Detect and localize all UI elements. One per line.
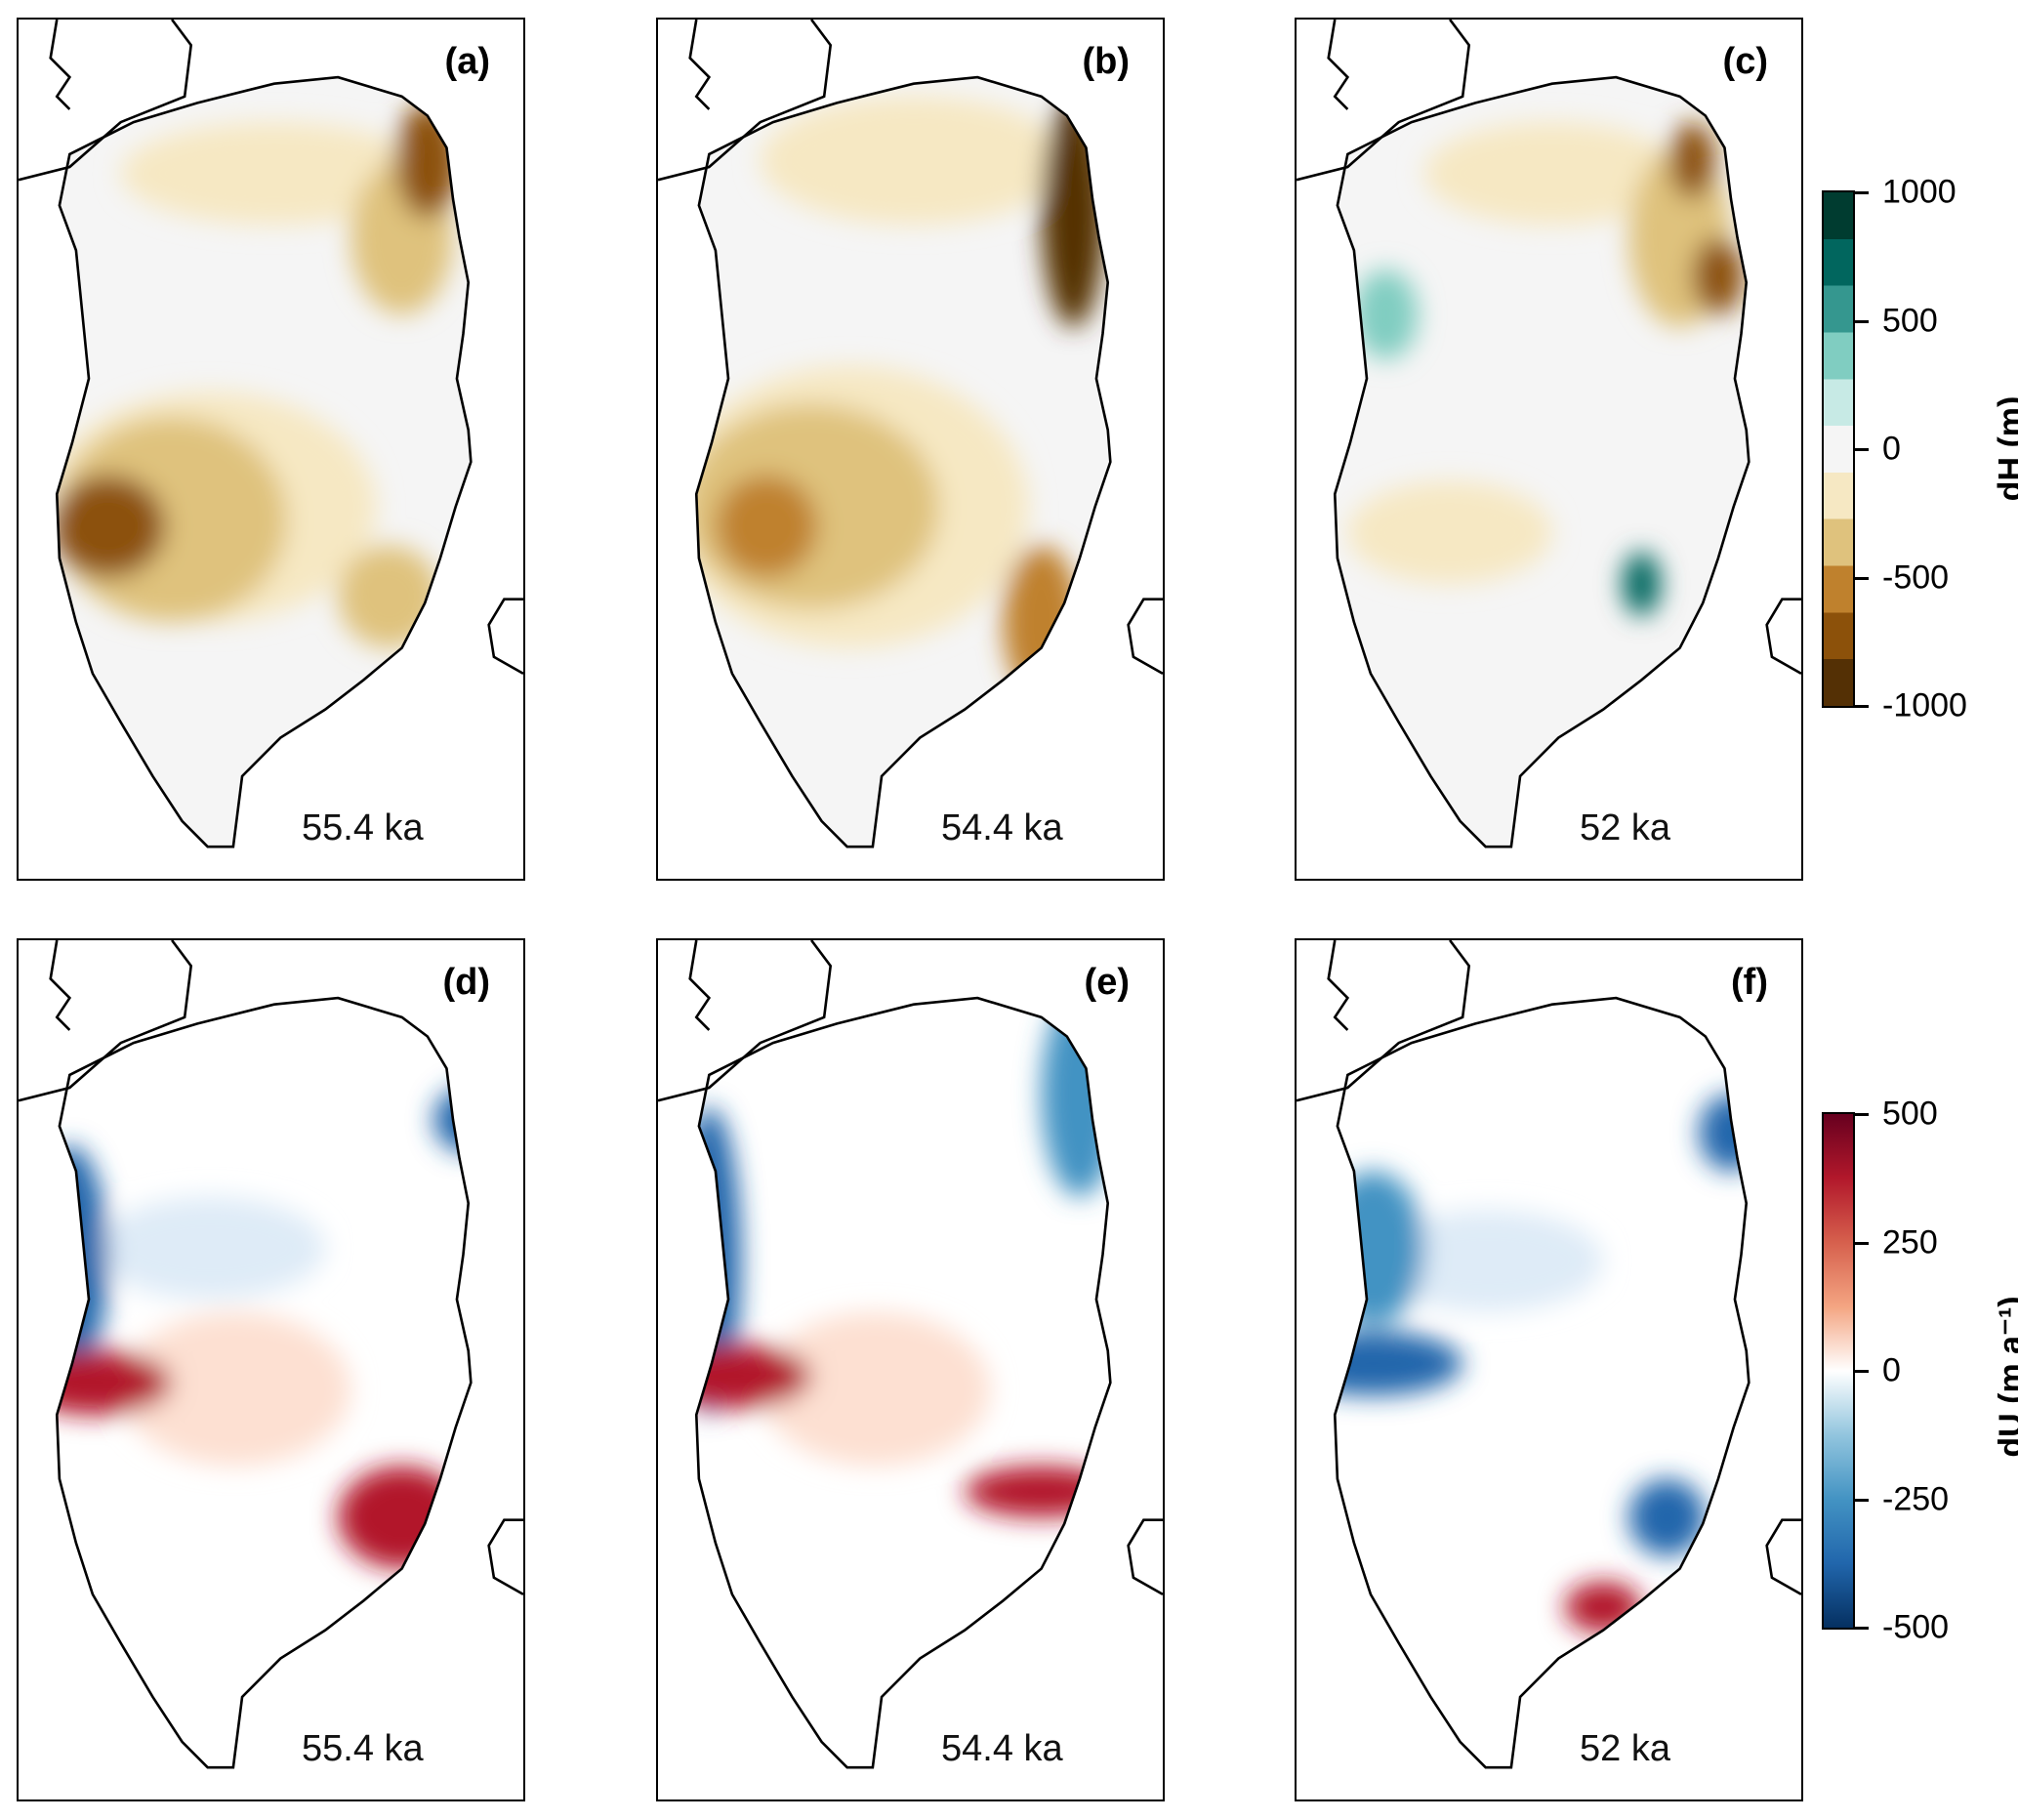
field-anomaly <box>57 1145 108 1377</box>
iceland-coastline <box>1765 1518 1801 1595</box>
greenland-coastline <box>694 75 1112 848</box>
time-label: 52 ka <box>1580 807 1670 848</box>
field-anomaly <box>1628 1478 1706 1556</box>
iceland-coastline <box>1127 598 1163 675</box>
field-anomaly <box>696 1344 812 1409</box>
colorbar-tick <box>1855 319 1869 323</box>
field-anomaly <box>1347 480 1552 584</box>
iceland-coastline <box>487 598 523 675</box>
colorbar-tick-label: -250 <box>1882 1480 1950 1517</box>
colorbar-tick <box>1855 1370 1869 1373</box>
colorbar-dh-title: dH (m) <box>1992 395 2018 502</box>
ellesmere-coastline <box>19 940 193 1102</box>
panel-label: (f) <box>1731 962 1768 1003</box>
colorbar-tick-label: -500 <box>1882 1608 1950 1646</box>
colorbar-tick <box>1855 1627 1869 1630</box>
colorbar-tick-label: 500 <box>1882 1095 1938 1133</box>
colorbar-du-title: dU (m a⁻¹) <box>1993 1296 2018 1458</box>
field-anomaly <box>433 1088 472 1152</box>
field-anomaly <box>395 103 460 219</box>
field-anomaly <box>1564 1581 1642 1634</box>
colorbar-tick-label: 1000 <box>1882 173 1956 211</box>
field-anomaly <box>1353 269 1419 360</box>
greenland-coastline <box>694 996 1112 1769</box>
colorbar-tick <box>1855 191 1869 194</box>
panel-label: (d) <box>442 962 490 1003</box>
ellesmere-coastline <box>658 940 833 1102</box>
field-anomaly <box>95 1196 326 1300</box>
field-anomaly <box>120 1311 351 1467</box>
field-anomaly <box>120 122 428 226</box>
field-anomaly <box>57 1350 173 1415</box>
time-label: 52 ka <box>1580 1728 1670 1769</box>
colorbar-tick <box>1855 1113 1869 1116</box>
ellesmere-coastline <box>19 20 193 182</box>
field-anomaly <box>1692 237 1745 315</box>
time-label: 55.4 ka <box>302 1728 424 1769</box>
map-panel-e: (e) 54.4 ka <box>656 938 1165 1801</box>
colorbar-tick-label: 250 <box>1882 1223 1938 1261</box>
panel-label: (e) <box>1084 962 1130 1003</box>
map-panel-f: (f) 52 ka <box>1295 938 1803 1801</box>
map-panel-a: (a) 55.4 ka <box>17 18 525 881</box>
field-anomaly <box>965 1466 1111 1518</box>
field-anomaly <box>1041 998 1111 1197</box>
field-anomaly <box>760 1311 991 1467</box>
field-anomaly <box>1669 122 1716 199</box>
panel-label: (a) <box>444 41 490 82</box>
ellesmere-coastline <box>1297 20 1471 182</box>
colorbar-dh <box>1822 190 1855 708</box>
field-anomaly <box>1335 1331 1463 1396</box>
ellesmere-coastline <box>658 20 833 182</box>
field-anomaly <box>1622 552 1662 616</box>
iceland-coastline <box>1127 1518 1163 1595</box>
field-anomaly <box>1003 545 1080 700</box>
map-panel-c: (c) 52 ka <box>1295 18 1803 881</box>
colorbar-tick <box>1855 705 1869 708</box>
field-anomaly <box>338 545 440 648</box>
ellesmere-coastline <box>1297 940 1471 1102</box>
colorbar-tick-label: 500 <box>1882 302 1938 339</box>
greenland-coastline <box>55 996 473 1769</box>
greenland-coastline <box>1333 996 1750 1769</box>
time-label: 54.4 ka <box>941 1728 1063 1769</box>
colorbar-tick <box>1855 576 1869 580</box>
field-anomaly <box>1373 1209 1604 1312</box>
colorbar-du <box>1822 1112 1855 1630</box>
colorbar-tick <box>1855 1241 1869 1245</box>
field-anomaly <box>1335 1171 1424 1326</box>
time-label: 54.4 ka <box>941 807 1063 848</box>
panel-label: (b) <box>1082 41 1130 82</box>
time-label: 55.4 ka <box>302 807 424 848</box>
map-panel-b: (b) 54.4 ka <box>656 18 1165 881</box>
field-anomaly <box>1423 122 1680 226</box>
field-anomaly <box>715 475 818 578</box>
colorbar-tick-label: 0 <box>1882 1351 1901 1389</box>
field-anomaly <box>57 475 166 578</box>
colorbar-tick-label: -500 <box>1882 558 1950 596</box>
map-panel-d: (d) 55.4 ka <box>17 938 525 1801</box>
panel-label: (c) <box>1722 41 1768 82</box>
colorbar-tick-label: -1000 <box>1882 686 1967 724</box>
greenland-coastline <box>55 75 473 848</box>
iceland-coastline <box>487 1518 523 1595</box>
field-anomaly <box>1699 1094 1750 1172</box>
greenland-coastline <box>1333 75 1750 848</box>
field-anomaly <box>760 96 1067 226</box>
colorbar-tick <box>1855 1498 1869 1502</box>
colorbar-tick <box>1855 448 1869 451</box>
iceland-coastline <box>1765 598 1801 675</box>
field-anomaly <box>338 1466 467 1569</box>
colorbar-tick-label: 0 <box>1882 430 1901 468</box>
